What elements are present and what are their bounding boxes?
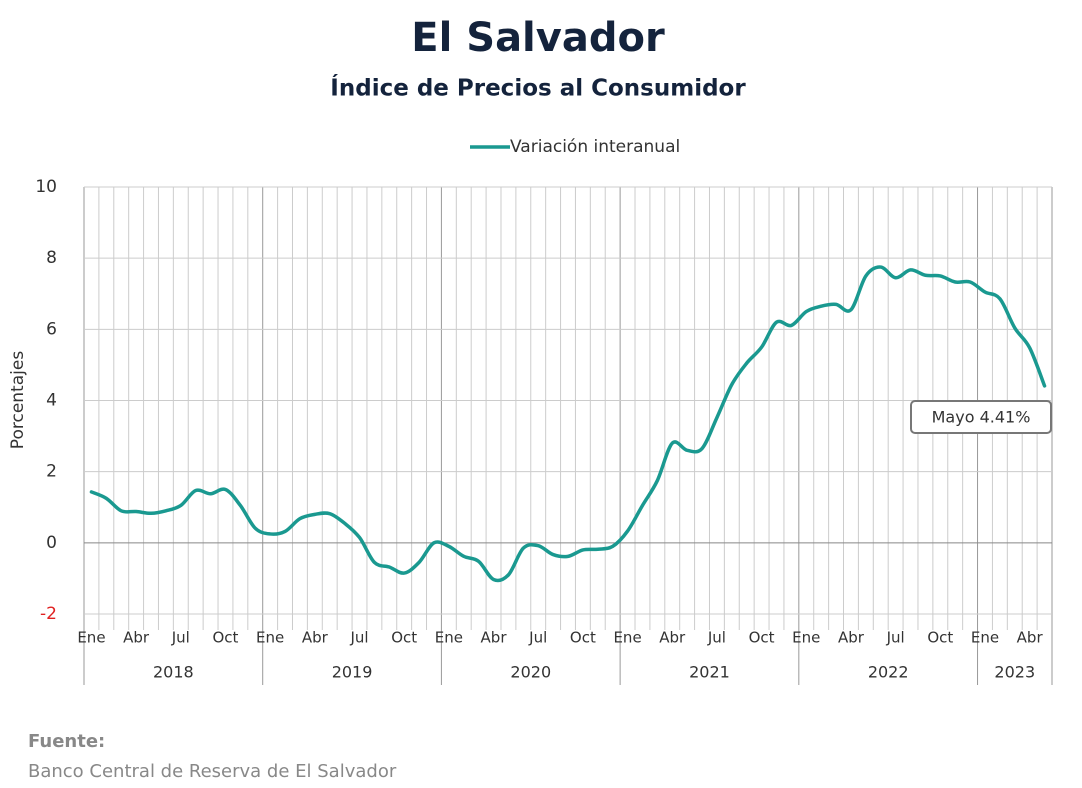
- x-tick-label: Jul: [528, 629, 547, 647]
- x-tick-label: Jul: [886, 629, 905, 647]
- x-tick-label: Ene: [613, 629, 641, 647]
- x-tick-label: Abr: [481, 629, 508, 647]
- x-tick-label: Ene: [77, 629, 105, 647]
- x-tick-label: Ene: [971, 629, 999, 647]
- x-tick-label: Abr: [1017, 629, 1044, 647]
- annotation-box: [910, 400, 1052, 434]
- y-tick-label: -2: [40, 604, 57, 624]
- x-tick-label: Jul: [349, 629, 368, 647]
- y-tick-label: 2: [46, 462, 57, 482]
- year-label: 2021: [689, 663, 730, 682]
- chart-title: El Salvador: [411, 15, 665, 61]
- series-line: [89, 265, 1047, 583]
- source: Banco Central de Reserva de El Salvador: [28, 761, 397, 782]
- x-tick-label: Oct: [749, 629, 775, 647]
- x-tick-label: Oct: [570, 629, 596, 647]
- y-tick-label: 8: [46, 248, 57, 268]
- y-axis-label: Porcentajes: [8, 351, 28, 450]
- x-tick-label: Jul: [707, 629, 726, 647]
- source-title: Fuente:: [28, 731, 105, 752]
- legend-label: Variación interanual: [510, 137, 680, 157]
- x-tick-label: Ene: [256, 629, 284, 647]
- x-tick-label: Oct: [927, 629, 953, 647]
- x-tick-label: Oct: [213, 629, 239, 647]
- x-tick-label: Oct: [391, 629, 417, 647]
- year-label: 2023: [994, 663, 1035, 682]
- x-tick-label: Abr: [838, 629, 865, 647]
- x-tick-label: Ene: [435, 629, 463, 647]
- year-label: 2018: [153, 663, 194, 682]
- chart-subtitle: Índice de Precios al Consumidor: [330, 74, 746, 102]
- x-tick-label: Abr: [659, 629, 686, 647]
- y-tick-label: 0: [46, 533, 57, 553]
- y-tick-label: 4: [46, 391, 57, 411]
- x-tick-label: Jul: [171, 629, 190, 647]
- year-label: 2019: [332, 663, 373, 682]
- y-tick-label: 6: [46, 319, 57, 339]
- x-tick-label: Ene: [792, 629, 820, 647]
- annotation: Mayo 4.41%: [932, 408, 1031, 427]
- year-label: 2022: [868, 663, 909, 682]
- year-label: 2020: [510, 663, 551, 682]
- y-tick-label: 10: [35, 177, 57, 197]
- x-tick-label: Abr: [302, 629, 329, 647]
- x-tick-label: Abr: [123, 629, 150, 647]
